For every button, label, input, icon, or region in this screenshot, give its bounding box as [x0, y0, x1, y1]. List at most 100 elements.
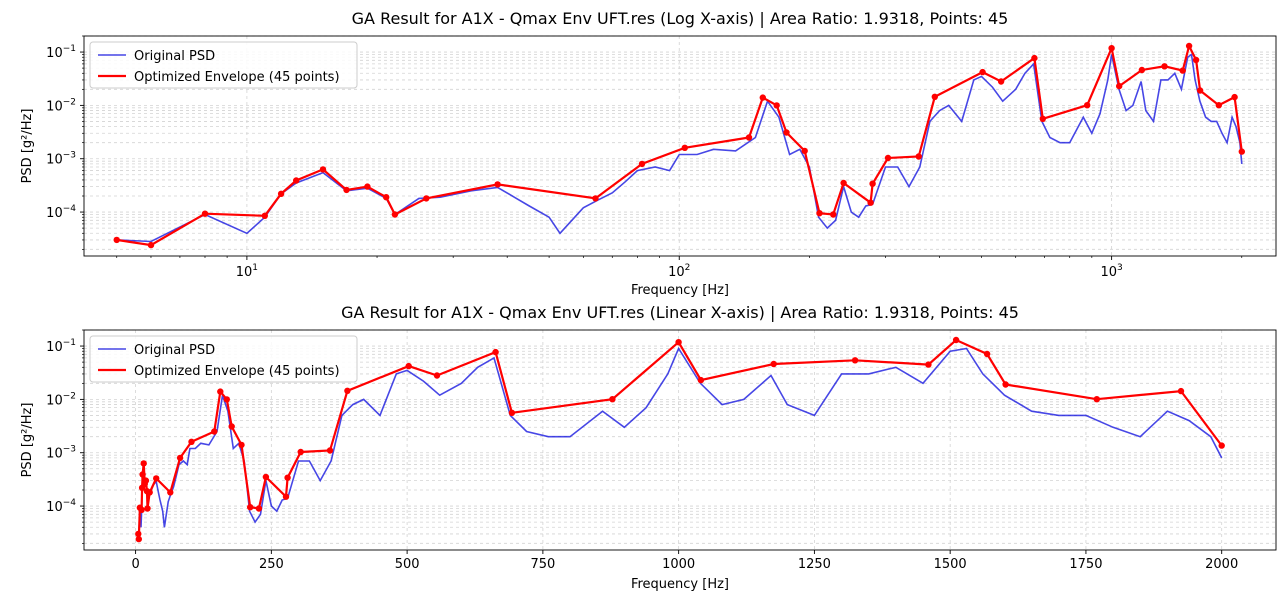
envelope-point	[979, 68, 986, 76]
x-tick-label: 1250	[798, 557, 831, 572]
envelope-point	[867, 199, 874, 206]
envelope-point	[1179, 67, 1186, 74]
legend: Original PSD Optimized Envelope (45 point…	[89, 41, 358, 89]
x-tick-label: 1000	[662, 557, 695, 572]
envelope-point	[167, 489, 174, 496]
envelope-point	[261, 212, 268, 219]
y-axis-label: PSD [g²/Hz]	[20, 403, 35, 478]
legend-box	[89, 41, 358, 89]
x-tick-label: 102	[668, 263, 690, 280]
y-axis-label: PSD [g²/Hz]	[20, 109, 35, 184]
envelope-point	[1108, 45, 1115, 52]
chart-panel-2: 10−4 10−3 10−2 10−1 0 250 500 750 1000 1250 1500 17…	[20, 303, 1277, 592]
envelope-point	[681, 144, 688, 151]
envelope-point	[228, 423, 235, 430]
envelope-point	[851, 357, 859, 364]
legend-label: Optimized Envelope (45 points)	[134, 364, 340, 379]
y-tick-label: 10−3	[46, 151, 76, 168]
y-tick-label: 10−1	[46, 338, 76, 355]
envelope-point	[983, 350, 991, 358]
envelope-point	[146, 489, 153, 496]
chart-title: GA Result for A1X - Qmax Env UFT.res (Lo…	[352, 9, 1009, 28]
envelope-point	[492, 348, 499, 356]
envelope-point	[176, 454, 184, 462]
envelope-point	[238, 441, 245, 449]
envelope-point	[508, 409, 516, 416]
envelope-point	[1093, 396, 1101, 403]
envelope-point	[1002, 381, 1009, 388]
envelope-point	[884, 154, 892, 162]
envelope-point	[1215, 102, 1223, 109]
x-tick-label: 250	[259, 557, 284, 572]
envelope-point	[745, 134, 753, 141]
y-tick-label: 10−2	[46, 97, 76, 114]
legend-box	[89, 335, 358, 383]
envelope-point	[144, 505, 151, 512]
envelope-point	[915, 153, 922, 160]
envelope-point	[247, 504, 254, 511]
envelope-point	[223, 396, 230, 403]
envelope-point	[1231, 93, 1238, 101]
x-tick-label: 0	[131, 557, 139, 572]
envelope-point	[138, 506, 145, 513]
y-tick-label: 10−4	[46, 498, 76, 515]
x-tick-label: 101	[236, 263, 258, 280]
x-tick-label: 2000	[1205, 557, 1238, 572]
envelope-point	[153, 475, 160, 482]
envelope-point	[319, 166, 327, 173]
envelope-point	[297, 448, 304, 456]
chart-title: GA Result for A1X - Qmax Env UFT.res (Li…	[341, 303, 1019, 322]
envelope-point	[188, 438, 195, 445]
envelope-point	[142, 477, 150, 484]
envelope-point	[1116, 82, 1123, 90]
envelope-point	[344, 387, 351, 394]
envelope-point	[1161, 63, 1168, 70]
y-tick-label: 10−4	[46, 204, 76, 221]
envelope-point	[433, 372, 441, 379]
envelope-point	[201, 210, 209, 217]
envelope-point	[1218, 442, 1225, 449]
x-tick-label: 750	[530, 557, 555, 572]
envelope-point	[1192, 56, 1200, 64]
envelope-point	[277, 190, 285, 197]
legend-label: Original PSD	[134, 49, 215, 64]
chart-panel-1: 10−4 10−3 10−2 10−1 101 102 103 GA Result for A…	[20, 9, 1277, 298]
envelope-point	[494, 181, 501, 188]
envelope-point	[423, 195, 430, 202]
envelope-point	[925, 361, 932, 368]
envelope-point	[997, 78, 1005, 85]
envelope-point	[759, 94, 766, 101]
envelope-point	[343, 186, 350, 194]
envelope-point	[405, 362, 412, 370]
y-tick-label: 10−1	[46, 44, 76, 61]
x-tick-label: 500	[395, 557, 420, 572]
envelope-point	[293, 177, 300, 184]
envelope-point	[697, 376, 705, 384]
y-tick-label: 10−2	[46, 391, 76, 408]
envelope-point	[1196, 87, 1204, 94]
x-axis-label: Frequency [Hz]	[631, 577, 729, 592]
envelope-point	[139, 471, 146, 478]
envelope-point	[638, 160, 646, 168]
series-line-original-psd	[116, 53, 1243, 243]
envelope-point	[931, 93, 938, 101]
x-tick-label: 1750	[1069, 557, 1102, 572]
envelope-point	[1084, 102, 1091, 109]
envelope-point	[801, 147, 808, 155]
envelope-point	[1031, 54, 1038, 62]
envelope-point	[364, 183, 371, 190]
envelope-point	[1238, 148, 1246, 155]
envelope-point	[383, 194, 390, 201]
envelope-point	[816, 210, 823, 217]
legend-label: Optimized Envelope (45 points)	[134, 70, 340, 85]
x-tick-label: 103	[1100, 263, 1122, 280]
envelope-point	[773, 102, 780, 109]
envelope-point	[255, 505, 263, 512]
envelope-point	[770, 360, 777, 368]
x-tick-label: 1500	[934, 557, 967, 572]
envelope-point	[1185, 42, 1193, 50]
envelope-point	[952, 336, 960, 344]
envelope-point	[217, 388, 224, 395]
plot-area	[135, 336, 1225, 543]
